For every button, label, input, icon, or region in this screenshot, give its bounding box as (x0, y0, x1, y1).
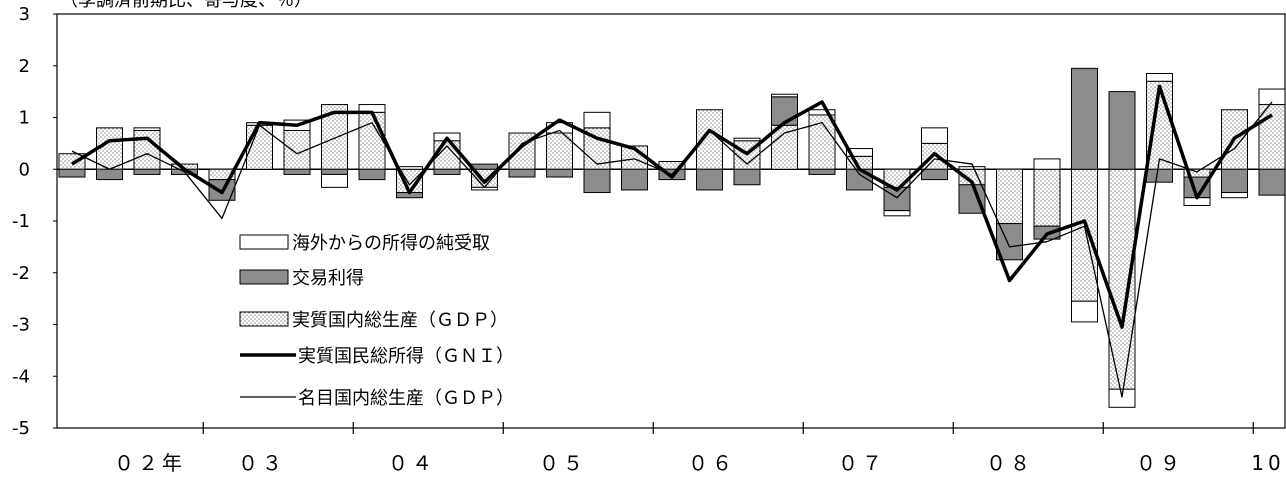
legend-label-real-gdp: 実質国内総生産（ＧＤＰ） (292, 310, 508, 331)
bar-real-gdp-25 (996, 168, 1023, 225)
bar-real-gdp-23 (921, 142, 948, 170)
legend-swatch-terms-of-trade (239, 269, 289, 285)
bar-real-gdp-2 (133, 129, 161, 170)
bar-terms-of-trade-32 (1258, 168, 1286, 196)
lines (71, 84, 1273, 398)
y-tick-label: -1 (12, 211, 30, 232)
x-year-label: 10 (1251, 451, 1284, 473)
y-tick-label: -5 (12, 418, 30, 439)
x-year-label: ０９ (1136, 451, 1184, 473)
bar-terms-of-trade-13 (546, 168, 573, 178)
bar-terms-of-trade-28 (1108, 91, 1136, 170)
x-year-label: ０３ (238, 451, 286, 473)
x-year-label: ０６ (688, 451, 736, 473)
bar-net-income-31 (1221, 192, 1248, 199)
bar-terms-of-trade-6 (283, 168, 311, 175)
bar-terms-of-trade-0 (58, 168, 86, 178)
bar-real-gdp-1 (96, 127, 123, 170)
bar-terms-of-trade-8 (358, 168, 386, 181)
plot-border (56, 13, 1286, 429)
bar-terms-of-trade-20 (808, 168, 836, 175)
legend-label-terms-of-trade: 交易利得 (292, 268, 364, 289)
bar-net-income-14 (583, 111, 611, 129)
bar-terms-of-trade-27 (1071, 67, 1098, 170)
line-real-gni (71, 84, 1273, 329)
chart-subtitle: （季調済前期比、寄与度、％） (60, 0, 312, 11)
y-tick-label: -4 (12, 366, 30, 387)
bar-terms-of-trade-19 (771, 96, 798, 126)
legend: 海外からの所得の純受取 交易利得 実質国内総生産（ＧＤＰ） 実質国民総所得（ＧＮ… (239, 233, 514, 409)
y-tick-label: -2 (12, 263, 30, 284)
bar-net-income-22 (883, 210, 911, 217)
bar-net-income-7 (321, 173, 348, 188)
bar-terms-of-trade-14 (583, 168, 611, 194)
y-tick-label: 3 (19, 4, 30, 25)
bar-terms-of-trade-2 (133, 168, 161, 175)
bar-net-income-23 (921, 127, 948, 144)
bar-net-income-32 (1258, 88, 1286, 106)
bar-net-income-26 (1033, 158, 1061, 170)
bar-net-income-27 (1071, 300, 1098, 323)
legend-label-real-gni: 実質国民総所得（ＧＮＩ） (298, 346, 514, 367)
x-year-label: ０５ (539, 451, 587, 473)
y-tick-label: 0 (19, 159, 30, 180)
y-tick-label: 2 (19, 56, 30, 77)
bar-terms-of-trade-7 (321, 168, 348, 175)
x-year-label: ０７ (838, 451, 886, 473)
bar-terms-of-trade-11 (471, 163, 498, 170)
bar-terms-of-trade-12 (508, 168, 536, 178)
y-tick-label: -3 (12, 315, 30, 336)
bar-terms-of-trade-10 (433, 168, 461, 175)
bar-terms-of-trade-15 (621, 168, 648, 191)
bar-terms-of-trade-29 (1146, 168, 1173, 183)
x-year-label: ０２年 (114, 451, 186, 473)
bar-real-gdp-26 (1033, 168, 1061, 227)
bar-real-gdp-8 (358, 111, 386, 170)
bar-terms-of-trade-1 (96, 168, 123, 181)
bar-net-income-2 (133, 127, 161, 131)
legend-label-nominal-gdp: 名目国内総生産（ＧＤＰ） (298, 388, 514, 409)
bar-terms-of-trade-17 (696, 168, 723, 191)
bar-net-income-24 (958, 166, 986, 170)
bar-real-gdp-27 (1071, 168, 1098, 302)
x-year-label: ０８ (986, 451, 1034, 473)
bar-terms-of-trade-31 (1221, 168, 1248, 194)
bars (58, 67, 1286, 408)
legend-swatch-net-income (239, 234, 289, 250)
bar-net-income-29 (1146, 73, 1173, 82)
bar-net-income-28 (1108, 388, 1136, 408)
bar-terms-of-trade-18 (733, 168, 761, 186)
bar-net-income-20 (808, 109, 836, 116)
y-tick-label: 1 (19, 108, 30, 129)
x-year-label: ０４ (388, 451, 436, 473)
bar-net-income-18 (733, 137, 761, 142)
plot-frame (56, 13, 1286, 429)
bar-net-income-21 (846, 148, 873, 157)
bar-terms-of-trade-23 (921, 168, 948, 181)
legend-swatch-real-gdp (239, 311, 289, 327)
bar-net-income-19 (771, 93, 798, 98)
legend-label-net-income: 海外からの所得の純受取 (292, 233, 490, 254)
